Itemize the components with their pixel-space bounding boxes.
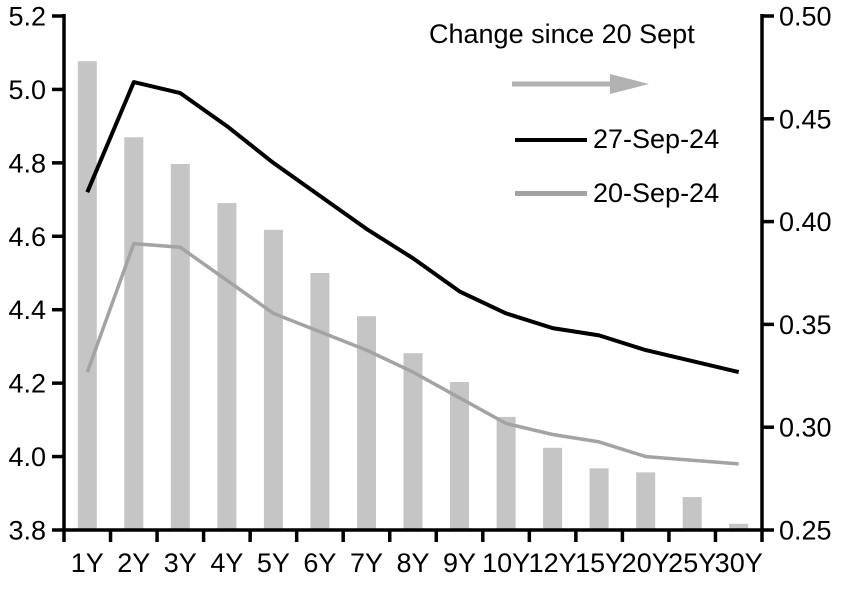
x-axis-label-6y: 6Y [303, 548, 336, 578]
bar-change-since-20-sept-1Y [77, 61, 97, 530]
x-axis-label-3y: 3Y [164, 548, 197, 578]
left-axis-tick-label: 4.0 [8, 442, 46, 472]
bar-change-since-20-sept-9Y [450, 382, 469, 530]
x-axis-label-15y: 15Y [575, 548, 623, 578]
x-axis-label-25y: 25Y [668, 548, 716, 578]
left-axis-tick-label: 3.8 [8, 516, 46, 546]
bar-change-since-20-sept-10Y [496, 416, 516, 530]
line-swatch-20-sep-24 [515, 191, 587, 196]
legend-title: Change since 20 Sept [429, 19, 695, 49]
bar-change-since-20-sept-7Y [357, 316, 376, 530]
x-axis-label-9y: 9Y [443, 548, 476, 578]
left-axis-tick-label: 4.4 [8, 295, 46, 325]
x-axis-label-10y: 10Y [482, 548, 530, 578]
legend-item-20-sep-24: 20-Sep-24 [515, 180, 719, 207]
line-20-sep-24 [85, 241, 739, 466]
left-axis-tick-label: 4.6 [8, 222, 46, 252]
x-axis-label-30y: 30Y [715, 548, 763, 578]
legend-label-20-sep-24: 20-Sep-24 [593, 178, 720, 208]
x-axis-label-20y: 20Y [622, 548, 670, 578]
left-axis-tick-label: 5.0 [8, 75, 46, 105]
x-axis-label-12y: 12Y [529, 548, 577, 578]
bar-change-since-20-sept-4Y [217, 203, 237, 530]
bar-change-since-20-sept-8Y [403, 353, 423, 530]
right-axis-tick-label: 0.35 [779, 310, 832, 340]
bar-change-since-20-sept-12Y [543, 447, 563, 530]
bar-change-since-20-sept-6Y [310, 273, 330, 530]
left-axis-tick-label: 4.8 [8, 148, 46, 178]
bar-change-since-20-sept-5Y [263, 229, 283, 531]
x-axis-label-8y: 8Y [396, 548, 429, 578]
x-axis-label-1y: 1Y [71, 548, 104, 578]
x-axis-label-4y: 4Y [210, 548, 243, 578]
right-axis-tick-label: 0.40 [779, 207, 832, 237]
line-27-sep-24 [85, 80, 740, 375]
x-axis-label-5y: 5Y [257, 548, 290, 578]
x-axis-label-2y: 2Y [117, 548, 150, 578]
bar-change-since-20-sept-30Y [729, 523, 749, 530]
left-axis-tick-label: 4.2 [8, 369, 46, 399]
left-axis-tick-label: 5.2 [8, 2, 46, 32]
change-arrow-icon [511, 73, 651, 95]
legend-item-27-sep-24: 27-Sep-24 [515, 126, 719, 153]
right-axis-tick-label: 0.30 [779, 413, 832, 443]
bar-change-since-20-sept-3Y [170, 164, 190, 530]
right-axis-tick-label: 0.45 [779, 104, 832, 134]
bar-change-since-20-sept-25Y [682, 497, 702, 530]
legend-label-27-sep-24: 27-Sep-24 [593, 124, 720, 154]
right-axis-tick-label: 0.50 [779, 2, 832, 32]
bar-change-since-20-sept-20Y [636, 472, 656, 530]
bar-change-since-20-sept-15Y [589, 468, 609, 530]
right-axis-tick-label: 0.25 [779, 516, 832, 546]
x-axis-label-7y: 7Y [350, 548, 383, 578]
line-swatch-27-sep-24 [515, 137, 587, 142]
bar-change-since-20-sept-2Y [124, 137, 144, 531]
